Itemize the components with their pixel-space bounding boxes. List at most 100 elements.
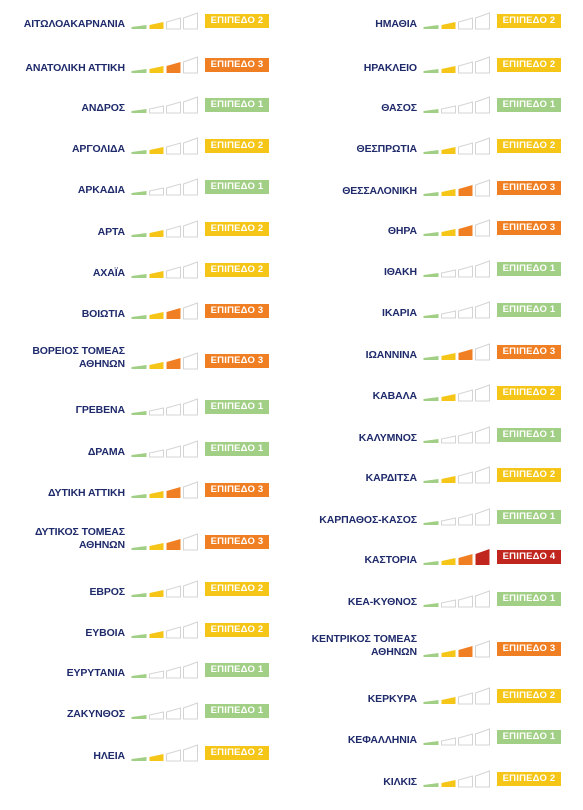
risk-level-meter: [423, 135, 491, 155]
region-name: ΒΟΙΩΤΙΑ: [81, 308, 125, 320]
level-bar-1-filled: [131, 715, 147, 719]
region-name: ΔΡΑΜΑ: [87, 446, 125, 458]
level-bar-3-filled: [458, 349, 473, 360]
level-bar-4-empty: [183, 12, 198, 30]
level-bar-1-filled: [423, 561, 439, 565]
level-bar-1-filled: [423, 397, 439, 401]
level-bar-3-empty: [458, 431, 473, 444]
level-bar-4-empty: [475, 426, 490, 444]
level-badge: ΕΠΙΠΕΔΟ 3: [497, 345, 561, 359]
level-bar-4-empty: [183, 96, 198, 114]
risk-level-meter: [423, 54, 491, 74]
level-badge: ΕΠΙΠΕΔΟ 1: [205, 704, 269, 718]
level-bar-2-filled: [149, 230, 164, 237]
risk-level-meter: [131, 438, 199, 458]
level-badge: ΕΠΙΠΕΔΟ 3: [205, 58, 269, 72]
level-bar-4-empty: [183, 744, 198, 762]
level-bar-2-filled: [149, 147, 164, 154]
level-badge: ΕΠΙΠΕΔΟ 1: [497, 428, 561, 442]
risk-level-meter: [423, 638, 491, 658]
level-bar-2-filled: [149, 22, 164, 29]
risk-level-meter: [423, 217, 491, 237]
risk-level-meter: [131, 10, 199, 30]
level-bar-4-empty: [183, 702, 198, 720]
region-name: ΖΑΚΥΝΘΟΣ: [66, 708, 125, 720]
region-name: ΓΡΕΒΕΝΑ: [75, 404, 125, 416]
level-bar-1-filled: [423, 356, 439, 360]
level-bar-4-empty: [183, 178, 198, 196]
region-name: ΒΟΡΕΙΟΣ ΤΟΜΕΑΣ ΑΘΗΝΩΝ: [32, 345, 125, 370]
risk-level-meter: [131, 135, 199, 155]
level-bar-3-empty: [166, 626, 181, 639]
region-name: ΔΥΤΙΚΟΣ ΤΟΜΕΑΣ ΑΘΗΝΩΝ: [34, 526, 125, 551]
risk-level-meter: [131, 742, 199, 762]
level-badge: ΕΠΙΠΕΔΟ 1: [497, 303, 561, 317]
level-bar-4-empty: [475, 12, 490, 30]
level-bar-1-filled: [131, 109, 147, 113]
level-badge: ΕΠΙΠΕΔΟ 1: [497, 262, 561, 276]
risk-level-meter: [131, 396, 199, 416]
region-name: ΚΑΒΑΛΑ: [372, 390, 417, 402]
level-bar-1-filled: [423, 109, 439, 113]
level-bar-2-empty: [149, 449, 164, 458]
level-bar-3-empty: [458, 692, 473, 705]
level-badge: ΕΠΙΠΕΔΟ 1: [497, 592, 561, 606]
level-bar-1-filled: [131, 25, 147, 29]
level-badge: ΕΠΙΠΕΔΟ 2: [205, 139, 269, 153]
level-bar-1-filled: [423, 603, 439, 607]
level-badge: ΕΠΙΠΕΔΟ 2: [497, 139, 561, 153]
level-bar-4-empty: [183, 533, 198, 551]
level-bar-4-empty: [183, 481, 198, 499]
level-bar-1-filled: [423, 192, 439, 196]
level-bar-3-empty: [458, 513, 473, 526]
risk-level-meter: [423, 258, 491, 278]
level-bar-4-empty: [183, 352, 198, 370]
region-name: ΚΙΛΚΙΣ: [383, 776, 417, 788]
level-bar-3-filled: [458, 646, 473, 657]
level-bar-1-filled: [423, 653, 439, 657]
level-bar-2-filled: [441, 697, 456, 704]
level-bar-2-filled: [441, 394, 456, 401]
level-bar-1-filled: [131, 233, 147, 237]
risk-level-meter: [423, 768, 491, 788]
level-bar-1-filled: [423, 700, 439, 704]
level-bar-2-empty: [149, 105, 164, 114]
region-name: ΑΝΔΡΟΣ: [81, 102, 125, 114]
region-name: ΙΩΑΝΝΙΝΑ: [365, 349, 417, 361]
level-bar-4-empty: [183, 137, 198, 155]
level-bar-3-empty: [166, 403, 181, 416]
level-bar-3-empty: [458, 306, 473, 319]
level-badge: ΕΠΙΠΕΔΟ 3: [205, 354, 269, 368]
risk-level-meter: [131, 479, 199, 499]
level-bar-2-filled: [441, 22, 456, 29]
region-name: ΘΗΡΑ: [387, 225, 417, 237]
level-badge: ΕΠΙΠΕΔΟ 3: [205, 304, 269, 318]
region-name: ΚΑΡΠΑΘΟΣ-ΚΑΣΟΣ: [319, 514, 417, 526]
level-bar-4-empty: [475, 179, 490, 197]
region-name: ΙΘΑΚΗ: [383, 266, 417, 278]
region-name: ΕΒΡΟΣ: [89, 586, 125, 598]
level-bar-3-empty: [166, 266, 181, 279]
region-name: ΚΑΡΔΙΤΣΑ: [365, 472, 417, 484]
level-bar-1-filled: [131, 274, 147, 278]
level-bar-1-filled: [131, 315, 147, 319]
level-bar-4-empty: [475, 260, 490, 278]
region-name: ΚΕΑ-ΚΥΘΝΟΣ: [347, 596, 417, 608]
risk-level-meter: [131, 619, 199, 639]
risk-level-meter: [423, 588, 491, 608]
level-bar-1-filled: [423, 69, 439, 73]
level-bar-3-empty: [458, 61, 473, 74]
level-badge: ΕΠΙΠΕΔΟ 3: [497, 221, 561, 235]
level-bar-1-filled: [131, 494, 147, 498]
level-badge: ΕΠΙΠΕΔΟ 2: [205, 263, 269, 277]
region-name: ΘΕΣΠΡΩΤΙΑ: [356, 143, 418, 155]
region-name: ΑΧΑΪΑ: [92, 267, 125, 279]
region-name: ΑΡΓΟΛΙΔΑ: [71, 143, 125, 155]
level-badge: ΕΠΙΠΕΔΟ 2: [497, 14, 561, 28]
level-bar-4-empty: [475, 466, 490, 484]
level-bar-4-empty: [475, 590, 490, 608]
level-bar-1-filled: [131, 150, 147, 154]
level-bar-3-empty: [166, 585, 181, 598]
level-bar-3-filled: [458, 225, 473, 236]
left-column: ΑΙΤΩΛΟΑΚΑΡΝΑΝΙΑ ΕΠΙΠΕΔΟ 2 ΑΝΑΤΟΛΙΚΗ ΑΤΤΙΚΗ…: [0, 0, 291, 810]
